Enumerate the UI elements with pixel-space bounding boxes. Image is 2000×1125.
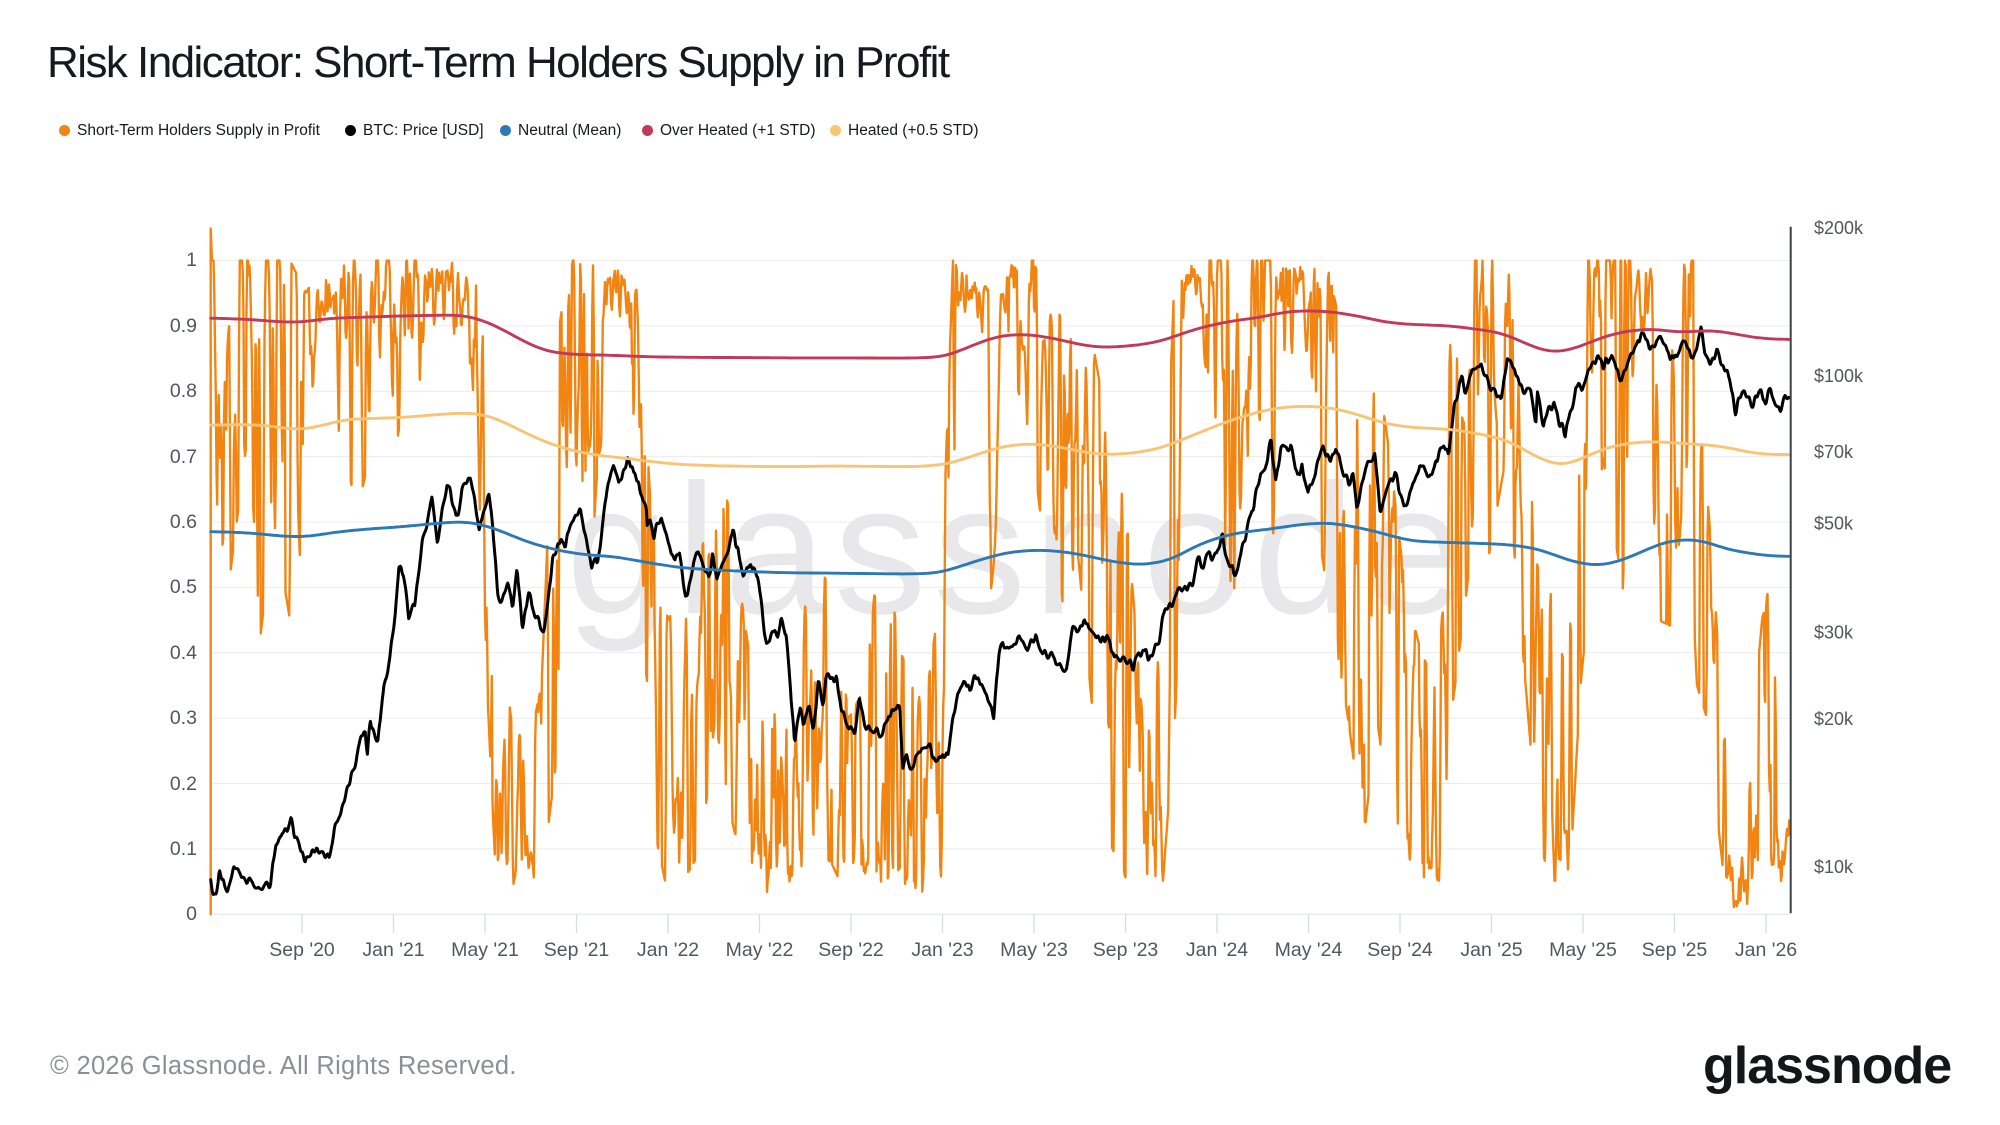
svg-text:Sep '22: Sep '22 bbox=[818, 939, 884, 961]
svg-text:0.9: 0.9 bbox=[170, 315, 197, 337]
svg-text:May '23: May '23 bbox=[1000, 939, 1068, 961]
svg-text:0.7: 0.7 bbox=[170, 446, 197, 468]
svg-text:Jan '26: Jan '26 bbox=[1735, 939, 1797, 961]
svg-text:Jan '25: Jan '25 bbox=[1460, 939, 1522, 961]
svg-text:May '24: May '24 bbox=[1275, 939, 1343, 961]
svg-text:$100k: $100k bbox=[1814, 366, 1864, 386]
svg-text:$70k: $70k bbox=[1814, 442, 1854, 462]
svg-text:0.2: 0.2 bbox=[170, 773, 197, 795]
svg-text:$10k: $10k bbox=[1814, 857, 1854, 877]
svg-text:0.1: 0.1 bbox=[170, 838, 197, 860]
svg-text:0: 0 bbox=[186, 903, 197, 925]
svg-text:$20k: $20k bbox=[1814, 709, 1854, 729]
svg-text:0.4: 0.4 bbox=[170, 642, 197, 664]
svg-text:Sep '20: Sep '20 bbox=[269, 939, 335, 961]
svg-text:May '25: May '25 bbox=[1549, 939, 1617, 961]
svg-text:$50k: $50k bbox=[1814, 514, 1854, 534]
svg-text:1: 1 bbox=[186, 249, 197, 271]
svg-text:May '22: May '22 bbox=[726, 939, 794, 961]
svg-text:0.3: 0.3 bbox=[170, 707, 197, 729]
svg-text:$200k: $200k bbox=[1814, 218, 1864, 238]
svg-text:0.6: 0.6 bbox=[170, 511, 197, 533]
svg-text:Sep '23: Sep '23 bbox=[1093, 939, 1159, 961]
svg-text:0.5: 0.5 bbox=[170, 576, 197, 598]
svg-text:Jan '23: Jan '23 bbox=[911, 939, 973, 961]
svg-text:May '21: May '21 bbox=[451, 939, 519, 961]
svg-text:Sep '25: Sep '25 bbox=[1642, 939, 1708, 961]
svg-text:Jan '22: Jan '22 bbox=[637, 939, 699, 961]
svg-text:Sep '24: Sep '24 bbox=[1367, 939, 1433, 961]
svg-text:0.8: 0.8 bbox=[170, 380, 197, 402]
svg-text:Sep '21: Sep '21 bbox=[544, 939, 610, 961]
svg-text:Jan '24: Jan '24 bbox=[1186, 939, 1248, 961]
svg-text:Jan '21: Jan '21 bbox=[362, 939, 424, 961]
svg-text:$30k: $30k bbox=[1814, 623, 1854, 643]
